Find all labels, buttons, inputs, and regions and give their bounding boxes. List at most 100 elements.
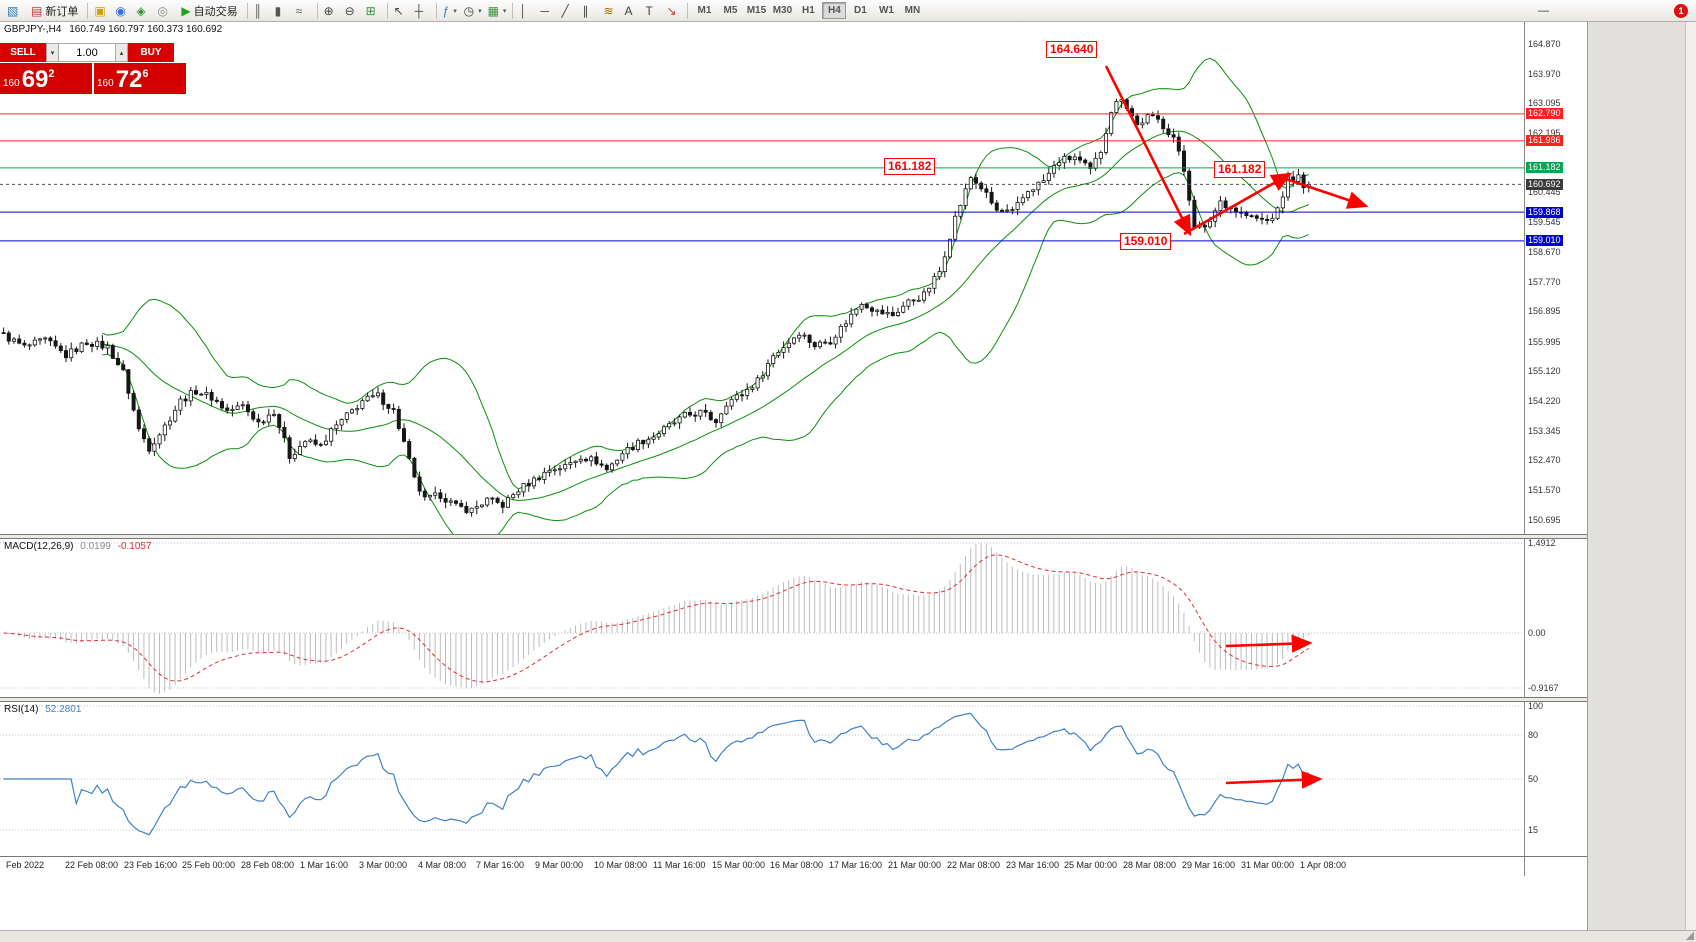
timeframe-h1[interactable]: H1 — [796, 2, 820, 19]
macd-plot[interactable]: MACD(12,26,9) 0.0199 -0.1057 — [0, 539, 1524, 697]
buy-price-prefix: 160 — [97, 78, 114, 89]
volume-up-button[interactable]: ▴ — [115, 43, 128, 62]
data-window-icon[interactable]: ◎ — [154, 2, 175, 20]
trendline-icon[interactable]: ╱ — [558, 2, 579, 20]
price-axis-label: 159.545 — [1528, 217, 1561, 227]
timeframe-m1[interactable]: M1 — [692, 2, 716, 19]
market-watch-icon: ◈ — [136, 3, 146, 18]
text-icon[interactable]: A — [621, 2, 642, 20]
fibonacci-icon[interactable]: ≋ — [600, 2, 621, 20]
price-axis-label: 158.670 — [1528, 247, 1561, 257]
timeframe-m5[interactable]: M5 — [718, 2, 742, 19]
vertical-scrollbar[interactable] — [1685, 22, 1696, 930]
vertical-line-icon[interactable]: │ — [516, 2, 537, 20]
autotrade-button-label: 自动交易 — [193, 5, 238, 18]
trend-arrow[interactable] — [1276, 174, 1369, 209]
price-axis[interactable]: 164.870 163.970 163.095 162.790 162.195 161.9… — [1524, 22, 1587, 534]
timeframe-mn[interactable]: MN — [900, 2, 924, 19]
market-watch-icon[interactable]: ◈ — [133, 2, 154, 20]
tile-windows-icon[interactable]: ⊞ — [363, 2, 384, 20]
dropdown-caret-icon: ▾ — [453, 7, 457, 15]
rsi-panel: RSI(14) 52.2801 100 80 50 15 — [0, 701, 1587, 856]
autotrade-button[interactable]: ▶ 自动交易 — [175, 2, 243, 20]
trend-arrow[interactable] — [1183, 172, 1293, 236]
periods-icon[interactable]: ◷ ▾ — [461, 2, 485, 20]
rsi-axis-label: 80 — [1528, 730, 1539, 740]
notification-badge[interactable]: 1 — [1674, 3, 1688, 18]
zoom-in-icon[interactable]: ⊕ — [321, 2, 342, 20]
label-icon[interactable]: T — [642, 2, 663, 20]
trend-arrow[interactable] — [1225, 770, 1323, 789]
time-axis-label: Feb 2022 — [6, 860, 45, 870]
new-chart-icon[interactable]: ▧ — [4, 2, 25, 20]
buy-button[interactable]: BUY — [128, 43, 174, 62]
workspace-gutter — [1588, 22, 1696, 930]
timeframe-h4[interactable]: H4 — [822, 2, 847, 19]
timeframe-w1[interactable]: W1 — [874, 2, 898, 19]
candlestick-chart-icon[interactable]: ▮ — [272, 2, 293, 20]
rsi-chart[interactable] — [0, 702, 1524, 856]
time-axis-label: 17 Mar 16:00 — [829, 860, 883, 870]
trend-arrow[interactable] — [1225, 634, 1313, 653]
zoom-out-icon: ⊖ — [344, 3, 355, 18]
arrow-tools-icon[interactable]: ↘ — [663, 2, 684, 20]
volume-input[interactable] — [59, 43, 115, 62]
candles-layer — [1, 98, 1311, 517]
sell-price-display[interactable]: 160 69 2 — [0, 63, 92, 94]
history-center-icon[interactable]: ▣ — [91, 2, 112, 20]
candlestick-chart[interactable] — [0, 22, 1524, 534]
bar-chart-icon[interactable]: ║ — [251, 2, 272, 20]
crosshair-icon: ┼ — [414, 3, 424, 18]
indicators-icon[interactable]: ƒ ▾ — [440, 2, 461, 20]
dropdown-caret-icon: ▾ — [502, 7, 507, 15]
price-callout[interactable]: 161.182 — [1214, 161, 1266, 178]
new-order-icon: ▤ — [31, 3, 43, 18]
volume-down-button[interactable]: ▾ — [46, 43, 59, 62]
channel-icon: ∥ — [582, 3, 589, 18]
rsi-axis[interactable]: 100 80 50 15 — [1524, 701, 1587, 856]
accounts-icon: ◉ — [115, 3, 126, 18]
price-axis-label: 154.220 — [1528, 396, 1561, 406]
price-axis-label: 155.120 — [1528, 366, 1561, 376]
panel-splitter[interactable] — [0, 697, 1587, 702]
time-axis-label: 25 Feb 00:00 — [182, 860, 236, 870]
price-callout[interactable]: 159.010 — [1120, 233, 1172, 250]
timeframe-m15[interactable]: M15 — [744, 2, 768, 19]
trade-panel-prices: 160 69 2 160 72 6 — [0, 63, 186, 94]
channel-icon[interactable]: ∥ — [579, 2, 600, 20]
sell-button[interactable]: SELL — [0, 43, 46, 62]
crosshair-icon[interactable]: ┼ — [412, 2, 433, 20]
rsi-plot[interactable]: RSI(14) 52.2801 — [0, 702, 1524, 856]
chart-window-gbpjpy: GBPJPY-,H4 160.749 160.797 160.373 160.6… — [0, 22, 1588, 930]
status-bar — [0, 930, 1696, 942]
zoom-out-icon[interactable]: ⊖ — [342, 2, 363, 20]
price-callout[interactable]: 164.640 — [1046, 41, 1098, 58]
autotrade-icon: ▶ — [181, 3, 191, 18]
accounts-icon[interactable]: ◉ — [112, 2, 133, 20]
macd-chart[interactable] — [0, 539, 1524, 697]
time-axis-corner — [1524, 857, 1587, 876]
time-axis-label: 4 Mar 08:00 — [418, 860, 467, 870]
timeframe-d1[interactable]: D1 — [848, 2, 872, 19]
price-callout[interactable]: 161.182 — [884, 158, 936, 175]
time-axis-label: 29 Mar 16:00 — [1182, 860, 1236, 870]
timeframe-m30[interactable]: M30 — [770, 2, 794, 19]
time-axis-label: 23 Feb 16:00 — [124, 860, 178, 870]
main-chart-plot[interactable]: GBPJPY-,H4 160.749 160.797 160.373 160.6… — [0, 22, 1524, 534]
time-axis-label: 15 Mar 00:00 — [712, 860, 766, 870]
trend-arrow[interactable] — [1104, 65, 1192, 237]
toolbar-separator — [316, 2, 318, 19]
panel-splitter[interactable] — [0, 534, 1587, 539]
price-axis-label: 150.695 — [1528, 515, 1561, 525]
macd-axis[interactable]: 1.4912 0.00 -0.9167 — [1524, 538, 1587, 697]
periods-icon: ◷ — [463, 3, 475, 18]
minimize-button[interactable]: — — [1535, 2, 1556, 20]
new-order-button[interactable]: ▤ 新订单 — [25, 2, 84, 20]
buy-price-display[interactable]: 160 72 6 — [94, 63, 186, 94]
resize-grip[interactable] — [1685, 931, 1694, 940]
line-chart-icon[interactable]: ≈ — [293, 2, 314, 20]
horizontal-line-icon[interactable]: ─ — [537, 2, 558, 20]
time-axis[interactable]: Feb 2022 22 Feb 08:00 23 Feb 16:00 25 Feb 0… — [0, 857, 1524, 876]
templates-icon[interactable]: ▦ ▾ — [485, 2, 510, 20]
cursor-icon[interactable]: ↖ — [391, 2, 412, 20]
